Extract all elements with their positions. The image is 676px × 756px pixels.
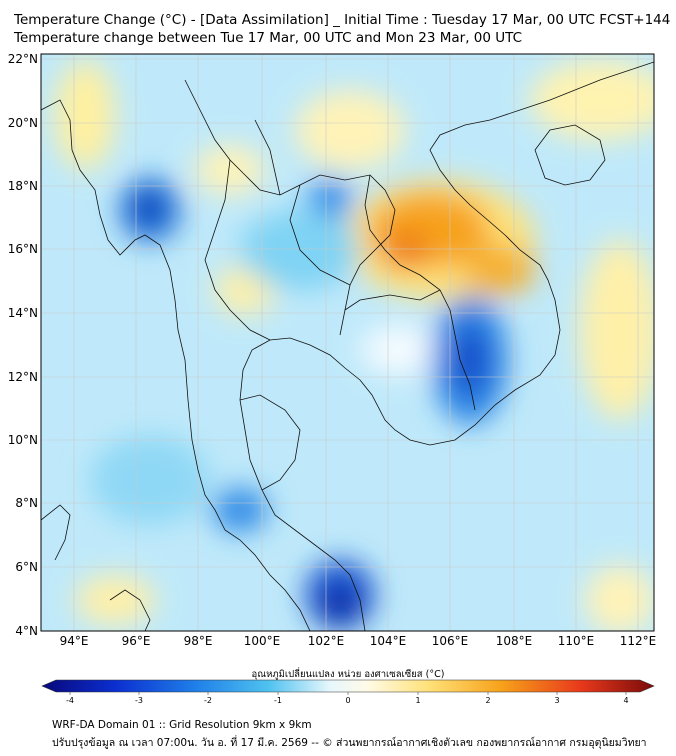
colorbar-label: อุณหภูมิเปลี่ยนแปลง หน่วย องศาเซลเซียส (… [252,667,445,680]
lat-tick: 6°N [15,560,38,574]
lon-tick: 100°E [244,634,281,648]
lat-tick: 10°N [8,433,38,447]
lat-tick: 4°N [15,624,38,638]
colorbar-tick: 1 [415,696,420,705]
lon-tick: 102°E [308,634,345,648]
map-frame [40,53,655,632]
colorbar-tick: 4 [623,696,628,705]
colorbar-tick: -2 [204,696,212,705]
colorbar-tick: -4 [66,696,74,705]
lon-tick: 110°E [558,634,595,648]
colorbar-tick: 3 [554,696,559,705]
temperature-field [41,54,654,631]
footer-credits: ปรับปรุงข้อมูล ณ เวลา 07:00น. วัน อ. ที่… [52,737,647,749]
map-subtitle: Temperature change between Tue 17 Mar, 0… [14,30,523,46]
gridlines [41,54,654,631]
lon-tick: 104°E [370,634,407,648]
colorbar-ticks [69,692,627,695]
lon-tick: 94°E [60,634,89,648]
lat-tick: 8°N [15,496,38,510]
lon-tick: 112°E [620,634,657,648]
latitude-axis: 22°N 20°N 18°N 16°N 14°N 12°N 10°N 8°N 6… [8,52,38,638]
lat-tick: 12°N [8,370,38,384]
footer-model-info: WRF-DA Domain 01 :: Grid Resolution 9km … [52,719,312,731]
colorbar-tick: -3 [135,696,143,705]
colorbar-tick-labels: -4 -3 -2 -1 0 1 2 3 4 [66,696,629,705]
longitude-axis: 94°E 96°E 98°E 100°E 102°E 104°E 106°E 1… [60,634,657,648]
lon-tick: 108°E [496,634,533,648]
lat-tick: 14°N [8,306,38,320]
lat-tick: 22°N [8,52,38,66]
lat-tick: 16°N [8,242,38,256]
lat-tick: 20°N [8,116,38,130]
lat-tick: 18°N [8,179,38,193]
colorbar [41,679,655,693]
lon-tick: 106°E [432,634,469,648]
lon-tick: 96°E [122,634,151,648]
lon-tick: 98°E [184,634,213,648]
coastlines-and-borders [41,61,654,631]
colorbar-tick: 2 [485,696,490,705]
map-title: Temperature Change (°C) - [Data Assimila… [14,12,671,28]
colorbar-tick: -1 [274,696,282,705]
colorbar-tick: 0 [345,696,350,705]
